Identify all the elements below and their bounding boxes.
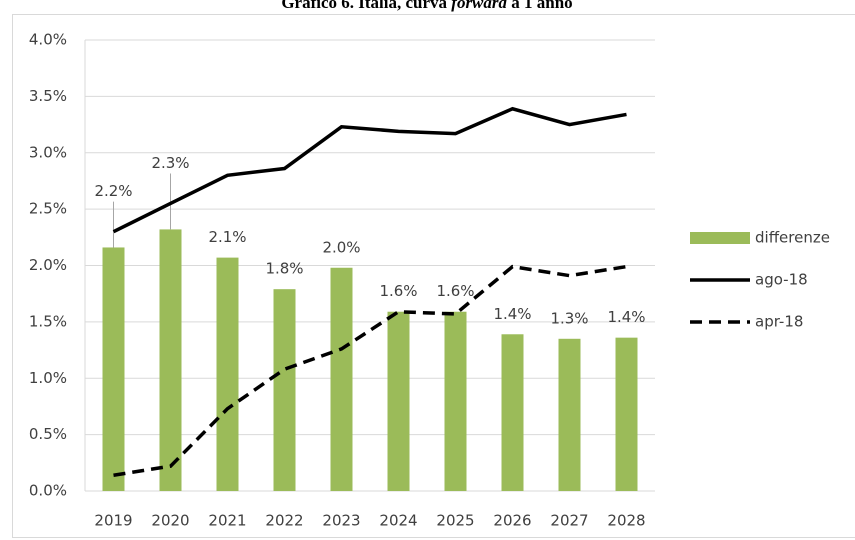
x-tick-label: 2020 — [151, 512, 189, 530]
x-tick-label: 2028 — [607, 512, 645, 530]
bar — [216, 257, 239, 491]
x-tick-label: 2019 — [94, 512, 132, 530]
bar — [501, 334, 524, 491]
legend-swatch — [690, 232, 750, 244]
x-tick-label: 2023 — [322, 512, 360, 530]
y-tick-label: 1.5% — [29, 312, 67, 330]
title-part: a 1 anno — [507, 0, 573, 12]
line — [112, 106, 627, 234]
y-tick-label: 2.5% — [29, 200, 67, 218]
x-tick-label: 2027 — [550, 512, 588, 530]
bar — [558, 338, 581, 491]
data-label: 2.0% — [322, 238, 360, 256]
bar — [615, 337, 638, 491]
data-label: 2.3% — [151, 154, 189, 172]
y-tick-label: 3.0% — [29, 143, 67, 161]
data-label: 1.6% — [436, 282, 474, 300]
x-tick-label: 2024 — [379, 512, 417, 530]
legend-label: ago-18 — [755, 271, 808, 289]
data-label: 2.1% — [208, 228, 246, 246]
x-tick-label: 2021 — [208, 512, 246, 530]
data-label: 1.8% — [265, 260, 303, 278]
bar — [330, 267, 353, 491]
line — [113, 264, 627, 477]
data-label: 1.6% — [379, 282, 417, 300]
data-label: 1.3% — [550, 309, 588, 327]
y-tick-label: 0.5% — [29, 425, 67, 443]
legend-label: apr-18 — [755, 313, 803, 331]
x-tick-label: 2025 — [436, 512, 474, 530]
y-tick-label: 3.5% — [29, 87, 67, 105]
y-tick-label: 4.0% — [29, 31, 67, 49]
bar — [387, 311, 410, 491]
data-label: 1.4% — [607, 308, 645, 326]
data-label: 2.2% — [94, 182, 132, 200]
bar — [273, 289, 296, 491]
chart-border — [12, 14, 855, 538]
title-part: forward — [451, 0, 507, 12]
y-tick-label: 2.0% — [29, 256, 67, 274]
title-part: Grafico 6. Italia, curva — [281, 0, 451, 12]
chart-title: Grafico 6. Italia, curva forward a 1 ann… — [281, 0, 572, 12]
bar — [159, 229, 182, 492]
y-tick-label: 0.0% — [29, 482, 67, 500]
bar — [444, 311, 467, 491]
bar — [102, 247, 125, 491]
x-tick-label: 2022 — [265, 512, 303, 530]
data-label: 1.4% — [493, 305, 531, 323]
legend-label: differenze — [755, 229, 830, 247]
x-tick-label: 2026 — [493, 512, 531, 530]
y-tick-label: 1.0% — [29, 369, 67, 387]
